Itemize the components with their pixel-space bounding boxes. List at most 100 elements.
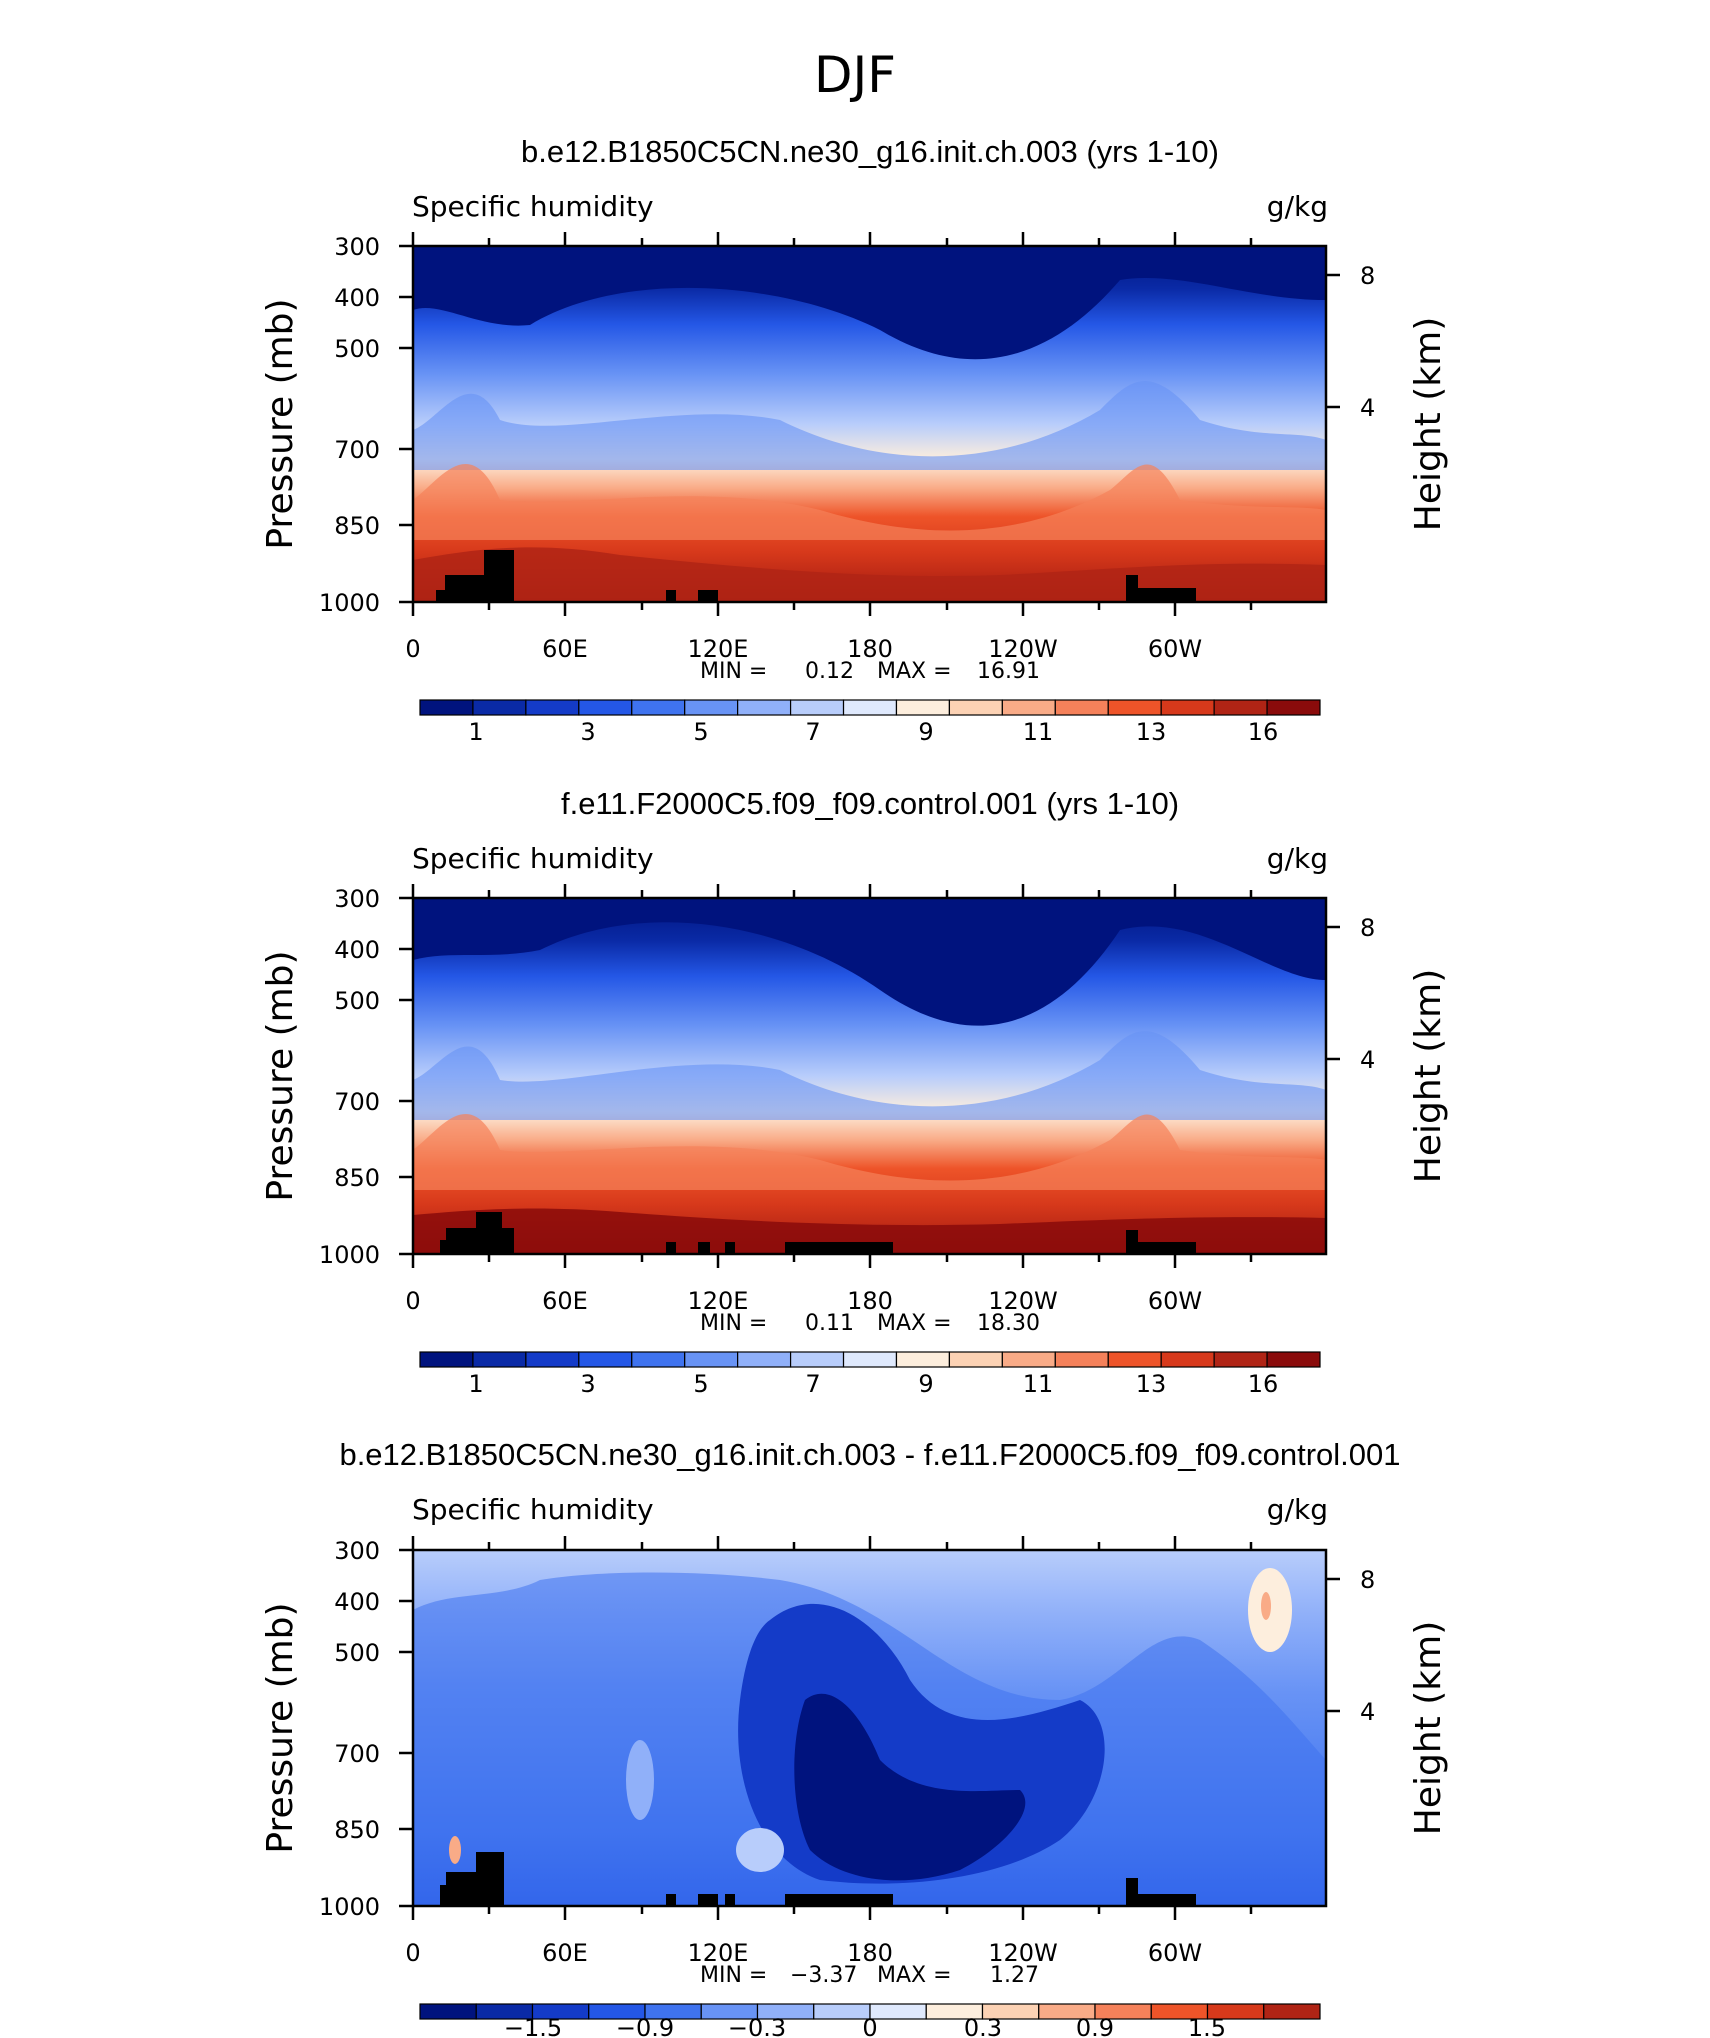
- colorbar: 1 3 5 7 9 11 13 16: [419, 1351, 1321, 1398]
- colorbar-swatch: [684, 699, 739, 716]
- min-label: MIN =: [700, 1311, 767, 1336]
- x-tick-label: 60W: [1148, 635, 1202, 663]
- units-label: g/kg: [1267, 190, 1328, 223]
- colorbar-swatch: [631, 699, 686, 716]
- colorbar-labels: 1 3 5 7 9 11 13 16: [468, 1370, 1278, 1398]
- colorbar-swatch: [1213, 1351, 1268, 1368]
- colorbar-swatch: [578, 1351, 633, 1368]
- panel-title: b.e12.B1850C5CN.ne30_g16.init.ch.003 (yr…: [521, 134, 1219, 169]
- x-tick-label: 120W: [988, 1939, 1058, 1967]
- colorbar-label: 9: [918, 718, 933, 746]
- max-value: 18.30: [977, 1311, 1040, 1336]
- colorbar-label: 11: [1023, 1370, 1054, 1398]
- y-tick-label: 300: [334, 1537, 380, 1565]
- colorbar: −1.5 −0.9 −0.3 0 0.3 0.9 1.5: [419, 2003, 1321, 2038]
- terrain-mask: [440, 1852, 1196, 1906]
- colorbar-swatch: [1266, 699, 1321, 716]
- y-axis-title: Pressure (mb): [260, 1602, 301, 1853]
- x-tick-label: 0: [405, 1939, 420, 1967]
- x-tick-label: 0: [405, 1287, 420, 1315]
- y-tick-label: 700: [334, 1740, 380, 1768]
- colorbar-swatch: [1107, 1351, 1162, 1368]
- colorbar-swatch: [948, 1351, 1003, 1368]
- y2-tick-label: 8: [1360, 1566, 1375, 1594]
- dry-dome-contour: [413, 898, 1326, 1026]
- colorbar-label: 3: [580, 1370, 595, 1398]
- y-tick-label: 700: [334, 436, 380, 464]
- y-tick-label: 500: [334, 335, 380, 363]
- y-tick-label: 300: [334, 233, 380, 261]
- moist-contour-c: [413, 1208, 1326, 1254]
- colorbar-label: 7: [805, 718, 820, 746]
- plot-field: [413, 1550, 1326, 1906]
- plot-field: [413, 246, 1326, 602]
- x-tick-label: 60W: [1148, 1287, 1202, 1315]
- x-tick-labels: 0 60E 120E 180 120W 60W: [405, 1287, 1202, 1315]
- figure-title: DJF: [814, 46, 896, 104]
- variable-label: Specific humidity: [412, 842, 654, 875]
- colorbar-swatch: [1160, 699, 1215, 716]
- colorbar-label: 11: [1023, 718, 1054, 746]
- max-value: 1.27: [990, 1963, 1039, 1988]
- min-label: MIN =: [700, 1963, 767, 1988]
- y-tick-label: 400: [334, 284, 380, 312]
- colorbar-swatch: [789, 699, 845, 716]
- y-axis-title: Pressure (mb): [260, 298, 301, 549]
- min-value: −3.37: [790, 1963, 857, 1988]
- colorbar-swatch: [1213, 699, 1268, 716]
- colorbar-swatch: [472, 699, 527, 716]
- colorbar-label: 16: [1248, 718, 1279, 746]
- colorbar-swatch: [842, 699, 898, 716]
- y2-tick-label: 8: [1360, 262, 1375, 290]
- max-label: MAX =: [877, 1311, 952, 1336]
- colorbar-swatch: [895, 1351, 951, 1368]
- y-tick-labels: 300 400 500 700 850 1000: [319, 233, 380, 617]
- y-tick-labels: 300 400 500 700 850 1000: [319, 885, 380, 1269]
- moist-contour-a: [413, 1031, 1326, 1120]
- panel-title: b.e12.B1850C5CN.ne30_g16.init.ch.003 - f…: [339, 1437, 1400, 1472]
- y-tick-label: 850: [334, 512, 380, 540]
- colorbar-swatch: [737, 1351, 792, 1368]
- units-label: g/kg: [1267, 1493, 1328, 1526]
- colorbar-swatch: [525, 1351, 580, 1368]
- colorbar-label: 0: [862, 2014, 877, 2038]
- anomaly-weak-blob-central: [736, 1828, 784, 1872]
- y2-tick-labels: 8 4: [1360, 914, 1375, 1074]
- panel-title: f.e11.F2000C5.f09_f09.control.001 (yrs 1…: [561, 786, 1179, 821]
- colorbar-swatch: [895, 699, 951, 716]
- colorbar-swatch: [684, 1351, 739, 1368]
- colorbar-swatch: [525, 699, 580, 716]
- max-label: MAX =: [877, 659, 952, 684]
- colorbar-swatch: [1107, 699, 1162, 716]
- x-tick-label: 120E: [688, 1939, 749, 1967]
- colorbar-swatch: [1263, 2003, 1321, 2020]
- colorbar-label: 5: [693, 718, 708, 746]
- colorbar-label: 9: [918, 1370, 933, 1398]
- x-tick-label: 120E: [688, 1287, 749, 1315]
- anomaly-weak-blob-west: [626, 1740, 654, 1820]
- colorbar-swatch: [419, 2003, 477, 2020]
- colorbar-label: 0.9: [1076, 2014, 1114, 2038]
- variable-label: Specific humidity: [412, 190, 654, 223]
- colorbar-swatch: [842, 1351, 898, 1368]
- min-max-readout: MIN = 0.11 MAX = 18.30: [700, 1311, 1040, 1336]
- colorbar-swatch: [631, 1351, 686, 1368]
- units-label: g/kg: [1267, 842, 1328, 875]
- y2-axis-title: Height (km): [1408, 1621, 1449, 1835]
- dry-dome-contour: [413, 246, 1326, 360]
- y2-tick-labels: 8 4: [1360, 262, 1375, 422]
- x-tick-labels: 0 60E 120E 180 120W 60W: [405, 635, 1202, 663]
- min-label: MIN =: [700, 659, 767, 684]
- colorbar-boxes: [419, 699, 1321, 716]
- colorbar-label: −1.5: [504, 2014, 562, 2038]
- colorbar-swatch: [1054, 699, 1109, 716]
- colorbar-swatch: [737, 699, 792, 716]
- y2-tick-labels: 8 4: [1360, 1566, 1375, 1726]
- y2-axis-title: Height (km): [1408, 317, 1449, 531]
- colorbar-swatch: [1160, 1351, 1215, 1368]
- moist-contour-b: [413, 463, 1326, 540]
- colorbar-label: 7: [805, 1370, 820, 1398]
- y-tick-label: 850: [334, 1816, 380, 1844]
- y2-tick-label: 4: [1360, 394, 1375, 422]
- colorbar-swatch: [1266, 1351, 1321, 1368]
